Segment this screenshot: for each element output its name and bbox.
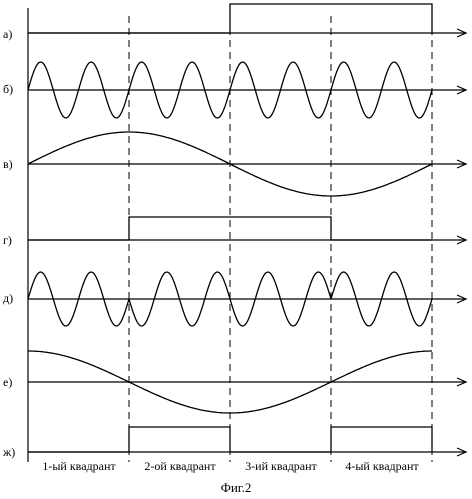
row-label-zh: ж) — [2, 445, 15, 459]
quadrant-label-1: 1-ый квадрант — [42, 459, 116, 473]
axes-layer — [28, 8, 466, 462]
row-labels: а) б) в) г) д) е) ж) — [2, 27, 15, 459]
row-label-a: а) — [3, 27, 12, 41]
quadrant-labels: 1-ый квадрант 2-ой квадрант 3-ий квадран… — [42, 459, 419, 473]
pulse-wave-zh — [28, 427, 432, 452]
row-label-e: е) — [3, 375, 12, 389]
waveforms-layer — [28, 4, 432, 452]
quadrant-label-4: 4-ый квадрант — [345, 459, 419, 473]
row-label-v: в) — [3, 157, 13, 171]
row-label-d: д) — [3, 291, 13, 305]
figure-caption: Фиг.2 — [221, 480, 252, 495]
quadrant-label-3: 3-ий квадрант — [245, 459, 317, 473]
pulse-wave-a — [28, 4, 432, 33]
row-label-b: б) — [3, 82, 13, 96]
quadrant-dividers — [129, 16, 432, 462]
quadrant-label-2: 2-ой квадрант — [144, 459, 216, 473]
row-label-g: г) — [3, 233, 12, 247]
